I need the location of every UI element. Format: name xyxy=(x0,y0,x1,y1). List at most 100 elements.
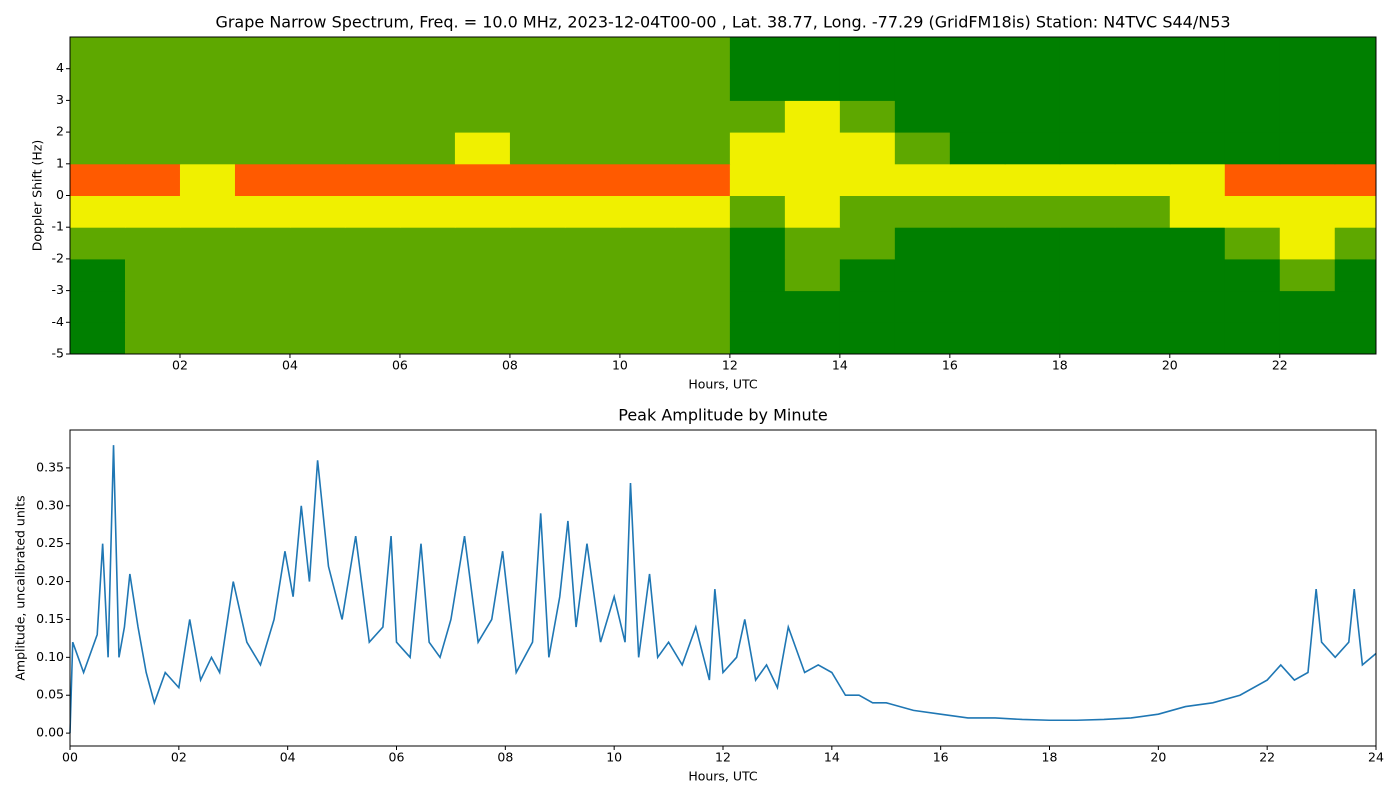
heatmap-cell xyxy=(289,227,346,260)
heatmap-cell xyxy=(124,290,181,323)
heatmap-cell xyxy=(1224,258,1281,292)
heatmap-cell xyxy=(1169,258,1226,292)
heatmap-cell xyxy=(1279,195,1336,228)
heatmap-cell xyxy=(1224,132,1281,165)
heatmap-cell xyxy=(70,195,126,228)
x-tick-label: 20 xyxy=(1150,750,1166,765)
x-tick-label: 20 xyxy=(1162,358,1178,373)
heatmap-cell xyxy=(1169,68,1226,101)
heatmap-cell xyxy=(784,37,841,70)
heatmap-cell xyxy=(1334,100,1377,133)
y-tick-label: 4 xyxy=(56,60,64,75)
heatmap-cell xyxy=(564,258,621,292)
heatmap-cell xyxy=(674,163,731,196)
y-tick-label: 1 xyxy=(56,155,64,170)
heatmap-cell xyxy=(179,258,236,292)
heatmap-cell xyxy=(784,68,841,101)
heatmap-cell xyxy=(894,290,951,323)
heatmap-cell xyxy=(1059,132,1116,165)
heatmap-cell xyxy=(1114,195,1171,228)
heatmap-cell xyxy=(894,227,951,260)
heatmap-cell xyxy=(674,68,731,101)
heatmap-cell xyxy=(454,195,511,228)
y-tick-label: 2 xyxy=(56,124,64,139)
heatmap-cell xyxy=(124,258,181,292)
heatmap-cell xyxy=(1114,100,1171,133)
heatmap-cell xyxy=(454,258,511,292)
heatmap-cell xyxy=(619,37,676,70)
heatmap-cell xyxy=(729,132,786,165)
y-tick-label: 0.30 xyxy=(36,497,64,512)
heatmap-cell xyxy=(619,132,676,165)
heatmap-cell xyxy=(234,195,291,228)
heatmap-cell xyxy=(564,290,621,323)
heatmap-cell xyxy=(1169,132,1226,165)
heatmap-cell xyxy=(949,68,1006,101)
heatmap-cell xyxy=(564,132,621,165)
heatmap-cell xyxy=(124,37,181,70)
heatmap-cell xyxy=(839,322,896,355)
heatmap-cell xyxy=(1169,195,1226,228)
heatmap-cell xyxy=(509,227,566,260)
x-tick-label: 16 xyxy=(942,358,958,373)
x-tick-label: 24 xyxy=(1368,750,1384,765)
heatmap-cell xyxy=(1334,132,1377,165)
heatmap-cell xyxy=(344,132,401,165)
x-axis-label: Hours, UTC xyxy=(688,377,758,392)
heatmap-cell xyxy=(1169,227,1226,260)
heatmap-cell xyxy=(1334,322,1377,355)
heatmap-cell xyxy=(839,227,896,260)
heatmap-cell xyxy=(454,68,511,101)
heatmap-cell xyxy=(839,68,896,101)
heatmap-cell xyxy=(234,100,291,133)
heatmap-cell xyxy=(729,37,786,70)
heatmap-cell xyxy=(399,195,456,228)
heatmap-cell xyxy=(619,163,676,196)
heatmap-cell xyxy=(509,290,566,323)
heatmap-cell xyxy=(1224,100,1281,133)
y-tick-label: 0.10 xyxy=(36,649,64,664)
heatmap-cell xyxy=(564,195,621,228)
heatmap-cell xyxy=(234,258,291,292)
heatmap-cell xyxy=(509,163,566,196)
heatmap-cell xyxy=(344,258,401,292)
y-axis-label: Doppler Shift (Hz) xyxy=(30,140,45,252)
heatmap-cell xyxy=(399,100,456,133)
heatmap-cell xyxy=(1004,322,1061,355)
heatmap-cell xyxy=(784,163,841,196)
heatmap-cell xyxy=(1224,290,1281,323)
heatmap-cell xyxy=(124,132,181,165)
heatmap-cell xyxy=(784,258,841,292)
heatmap-cell xyxy=(509,322,566,355)
heatmap-cell xyxy=(564,68,621,101)
heatmap-cell xyxy=(124,68,181,101)
x-tick-label: 08 xyxy=(502,358,518,373)
heatmap-cell xyxy=(949,163,1006,196)
heatmap-cell xyxy=(894,37,951,70)
x-tick-label: 10 xyxy=(606,750,622,765)
heatmap-cell xyxy=(454,322,511,355)
x-tick-label: 00 xyxy=(62,750,78,765)
heatmap-cell xyxy=(1279,227,1336,260)
heatmap-cell xyxy=(70,322,126,355)
x-tick-label: 16 xyxy=(933,750,949,765)
heatmap-cell xyxy=(729,322,786,355)
heatmap-cell xyxy=(344,322,401,355)
heatmap-cell xyxy=(1004,227,1061,260)
heatmap-cell xyxy=(1004,37,1061,70)
heatmap-cell xyxy=(1059,100,1116,133)
heatmap-cell xyxy=(1114,227,1171,260)
heatmap-cell xyxy=(1059,322,1116,355)
heatmap-cell xyxy=(399,163,456,196)
heatmap-cell xyxy=(70,227,126,260)
x-tick-label: 14 xyxy=(824,750,840,765)
x-tick-label: 14 xyxy=(832,358,848,373)
heatmap-cell xyxy=(1279,132,1336,165)
heatmap-cell xyxy=(674,227,731,260)
heatmap-cell xyxy=(564,322,621,355)
heatmap-cell xyxy=(179,132,236,165)
heatmap-cell xyxy=(1059,163,1116,196)
heatmap-cell xyxy=(949,195,1006,228)
